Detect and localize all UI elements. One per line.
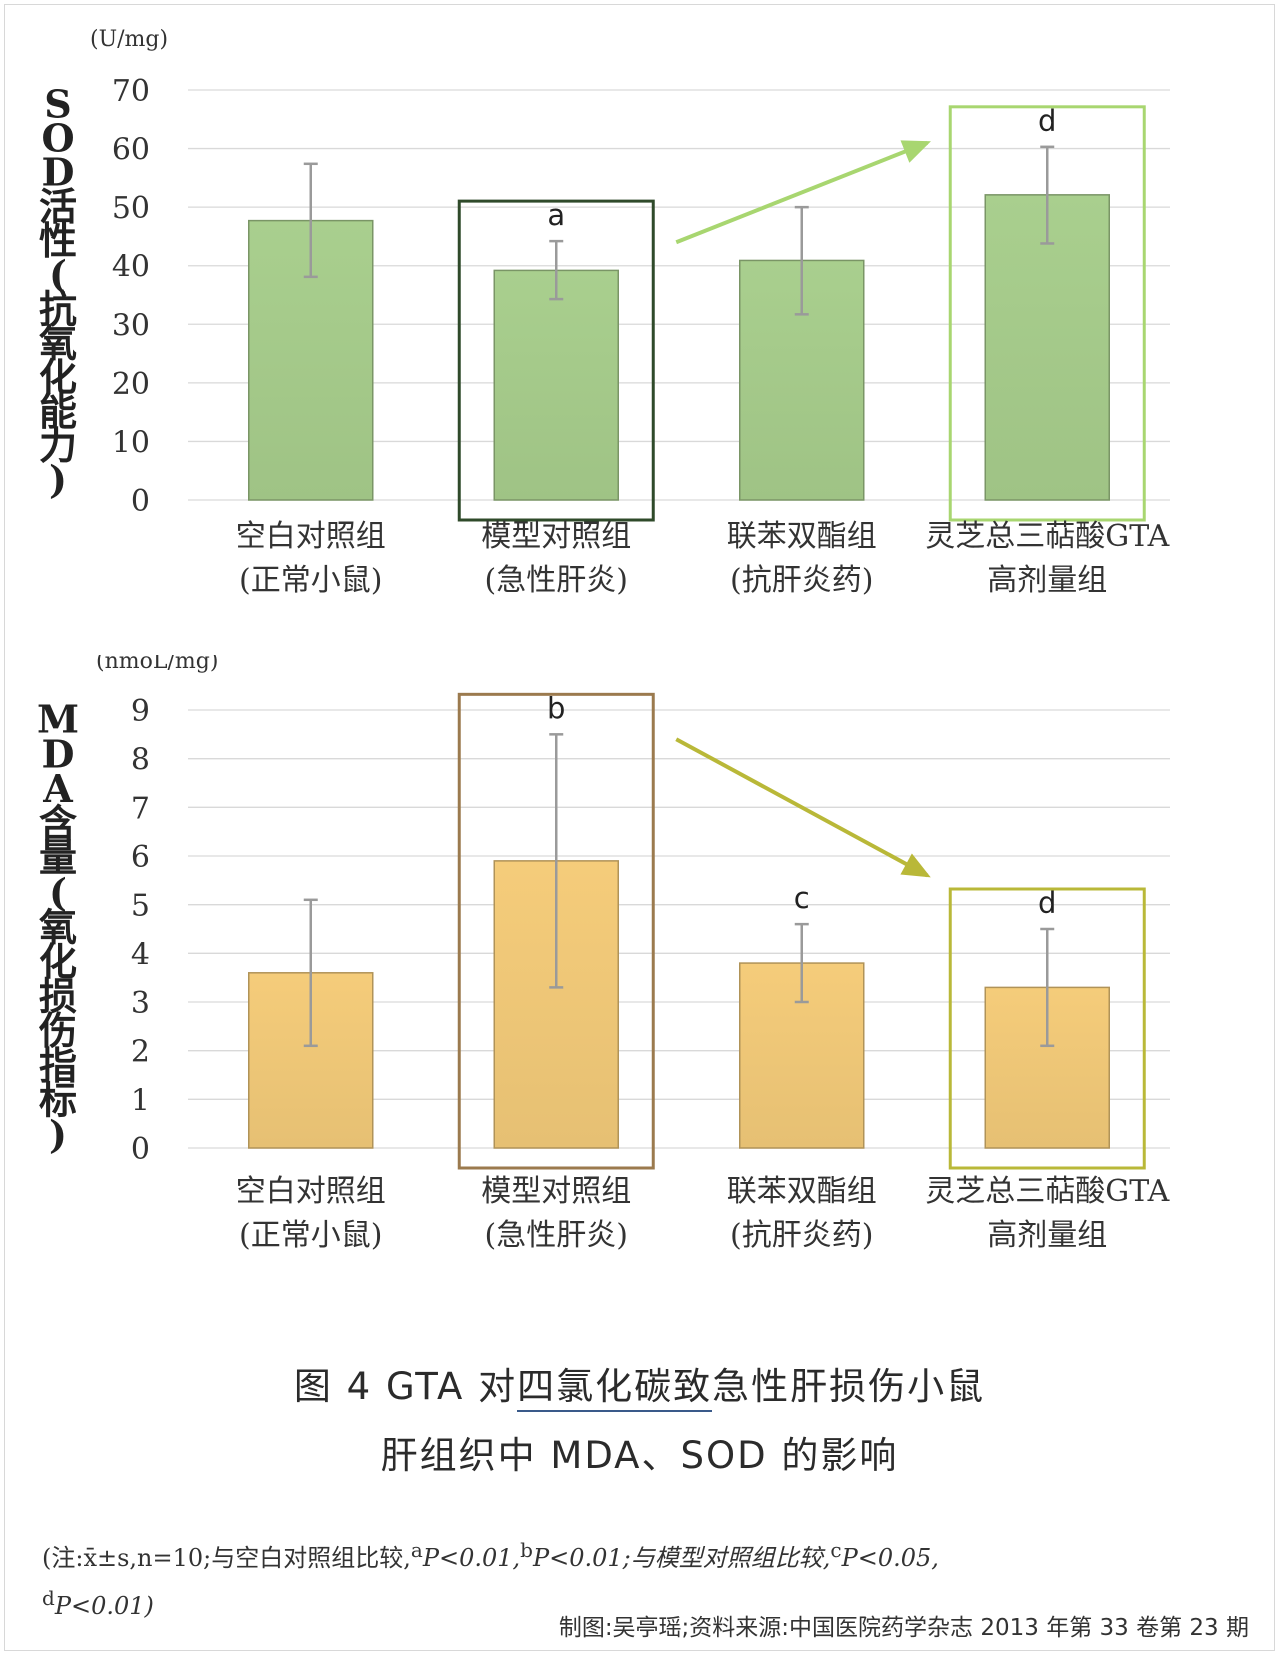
chart0-highlight-box (948, 105, 1146, 522)
chart1-trend-arrow-head (900, 853, 931, 878)
chart0-highlight-box (457, 199, 655, 522)
page-frame (4, 4, 1275, 1651)
chart1-category-label: 灵芝总三萜酸GTA (925, 1174, 1169, 1209)
chart1-tick-label: 8 (131, 743, 150, 778)
chart0-tick-label: 30 (112, 308, 150, 343)
chart0-category-label: 灵芝总三萜酸GTA (925, 519, 1169, 554)
caption-suffix: 急性肝损伤小鼠 (712, 1365, 986, 1408)
chart0-tick-label: 70 (112, 74, 150, 109)
chart1-category-sublabel: (急性肝炎) (485, 1218, 628, 1253)
chart1-category-label: 联苯双酯组 (727, 1174, 877, 1209)
statistics-note: (注:x̄±s,n=10;与空白对照组比较,aP<0.01,bP<0.01;与模… (42, 1538, 939, 1620)
chart1-tick-label: 9 (131, 694, 150, 729)
chart0-category-sublabel: (正常小鼠) (239, 563, 382, 598)
chart0-bar (248, 219, 374, 501)
chart1-tick-label: 3 (131, 986, 150, 1021)
chart1-tick-label: 6 (131, 840, 150, 875)
chart0-trend-arrow (675, 140, 928, 245)
chart1-tick-label: 0 (131, 1132, 150, 1167)
chart1-y-axis-title: M D A 含量(氧化损伤指标) (37, 697, 79, 1157)
chart0-category-sublabel: (抗肝炎药) (730, 563, 873, 598)
chart1-tick-label: 4 (131, 937, 150, 972)
chart1-category-label: 模型对照组 (481, 1174, 631, 1209)
mda-chart: (nmoL/mg) M D A 含量(氧化损伤指标) 0 1 2 3 4 5 6 7 8 9 b c d 空白对照组… (37, 655, 1170, 1253)
chart1-tick-label: 7 (131, 791, 150, 826)
chart0-category-label: 联苯双酯组 (727, 519, 877, 554)
chart1-category-sublabel: (抗肝炎药) (730, 1218, 873, 1253)
chart1-tick-label: 5 (131, 889, 150, 924)
chart1-category-sublabel: (正常小鼠) (239, 1218, 382, 1253)
figure-caption-line2: 肝组织中 MDA、SOD 的影响 (380, 1434, 899, 1477)
chart1-trend-arrow (675, 737, 929, 878)
chart1-highlight-box (457, 692, 655, 1170)
chart0-tick-label: 20 (112, 367, 150, 402)
source-credit: 制图:吴亭瑶;资料来源:中国医院药学杂志 2013 年第 33 卷第 23 期 (558, 1615, 1249, 1641)
sod-chart: (U/mg) S O D 活性(抗氧化能力) 0 10 20 30 40 50 60 70 a d 空白对照组… (39, 27, 1170, 598)
chart0-category-sublabel: (急性肝炎) (485, 563, 628, 598)
chart0-tick-label: 10 (112, 425, 150, 460)
chart1-category-sublabel: 高剂量组 (987, 1218, 1107, 1253)
chart0-category-label: 空白对照组 (236, 519, 386, 554)
chart0-y-axis-title: S O D 活性(抗氧化能力) (39, 81, 77, 502)
chart0-category-sublabel: 高剂量组 (987, 563, 1107, 598)
chart0-significance-label: a (547, 198, 565, 232)
chart1-highlight-box (948, 887, 1146, 1170)
chart1-significance-label: d (1038, 886, 1056, 920)
chart0-tick-label: 0 (131, 484, 150, 519)
caption-underlined: 四氯化碳致 (517, 1365, 713, 1412)
chart0-tick-label: 60 (112, 133, 150, 168)
chart0-tick-label: 40 (112, 250, 150, 285)
chart0-trend-arrow-head (900, 140, 931, 163)
chart1-unit-label: (nmoL/mg) (96, 655, 218, 674)
chart0-significance-label: d (1038, 104, 1056, 138)
figure-caption-line1: 图 4 GTA 对四氯化碳致急性肝损伤小鼠 (0, 1356, 1279, 1412)
chart1-bar (739, 962, 865, 1149)
caption-prefix: 图 4 GTA 对 (293, 1365, 518, 1408)
chart0-unit-label: (U/mg) (90, 27, 168, 52)
chart1-tick-label: 2 (131, 1035, 150, 1070)
chart1-significance-label: b (547, 691, 565, 725)
chart1-tick-label: 1 (131, 1083, 150, 1118)
chart0-bar (493, 269, 619, 501)
chart0-category-label: 模型对照组 (481, 519, 631, 554)
chart1-category-label: 空白对照组 (236, 1174, 386, 1209)
chart1-significance-label: c (794, 881, 810, 915)
chart0-tick-label: 50 (112, 191, 150, 226)
